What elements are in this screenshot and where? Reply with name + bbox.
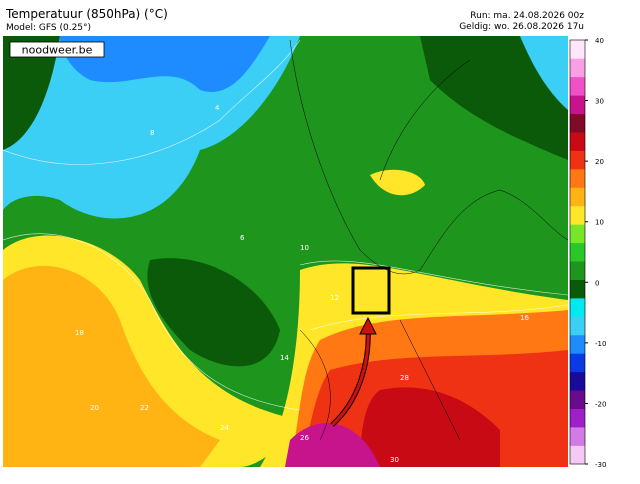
colorbar: 40 30 20 10 0 -10 -20 -30 [569, 37, 606, 469]
colorbar-tick-label: 40 [595, 37, 604, 45]
colorbar-segment [570, 169, 585, 188]
contour-label: 16 [520, 314, 529, 322]
colorbar-segment [570, 132, 585, 151]
contour-label: 12 [330, 294, 339, 302]
colorbar-tick-label: -30 [595, 461, 606, 469]
contour-label: 4 [215, 104, 220, 112]
contour-label: 8 [150, 129, 154, 137]
colorbar-tick-label: 10 [595, 219, 604, 227]
valid-time: Geldig: wo. 26.08.2026 17u [459, 22, 584, 32]
colorbar-segment [570, 408, 585, 428]
colorbar-segment [570, 316, 585, 336]
cold-area [520, 36, 568, 110]
colorbar-segment [570, 205, 585, 225]
watermark: noodweer.be [22, 44, 93, 57]
colorbar-segment [570, 95, 585, 115]
colorbar-segment [570, 76, 585, 96]
warm-area [370, 169, 425, 196]
colorbar-segment [570, 334, 585, 354]
contour-label: 14 [280, 354, 289, 362]
colorbar-segment [570, 150, 585, 170]
colorbar-segment [570, 353, 585, 373]
title: Temperatuur (850hPa) (°C) [5, 7, 168, 21]
contour-labels: 4 8 6 10 12 14 18 20 22 24 26 28 16 30 [75, 104, 529, 464]
colorbar-segment [570, 445, 585, 465]
run-time: Run: ma. 24.08.2026 00z [470, 11, 584, 21]
coastlines [289, 39, 568, 441]
colorbar-segment [570, 58, 585, 78]
contour-label: 30 [390, 456, 399, 464]
contour-label: 28 [400, 374, 409, 382]
colorbar-tick-label: -10 [595, 340, 606, 348]
colorbar-tick-label: 0 [595, 279, 599, 287]
colorbar-frame [569, 39, 586, 465]
warmer-area [3, 265, 220, 467]
colorbar-segment [570, 427, 585, 446]
dark-green-area [147, 258, 280, 367]
colorbar-segment [570, 242, 585, 262]
colorbar-segment [570, 298, 585, 317]
colorbar-segment [570, 371, 585, 391]
watermark-box [9, 41, 105, 58]
dark-green-area [3, 36, 60, 150]
colorbar-segment [570, 279, 585, 299]
map-area: noodweer.be [3, 36, 568, 467]
contour-label: 6 [240, 234, 245, 242]
highlight-box [351, 266, 391, 315]
contour-label: 24 [220, 424, 229, 432]
colorbar-segment [570, 40, 585, 59]
arrow-head [359, 316, 377, 335]
extreme-area [285, 422, 380, 467]
dark-green-area [420, 36, 568, 160]
colorbar-segment [570, 390, 585, 409]
colorbar-tick-label: 20 [595, 158, 604, 166]
model: Model: GFS (0.25°) [6, 23, 91, 33]
colorbar-segment [570, 261, 585, 280]
colder-area [60, 36, 270, 92]
colorbar-segment [570, 113, 585, 133]
colorbar-segment [570, 224, 585, 244]
colorbar-segment [570, 187, 585, 207]
contour-label: 18 [75, 329, 84, 337]
hottest-area [360, 387, 500, 467]
arrow [331, 325, 370, 427]
contour-label: 10 [300, 244, 309, 252]
colorbar-tick-label: -20 [595, 400, 606, 408]
contour-label: 26 [300, 434, 309, 442]
contour-label: 22 [140, 404, 149, 412]
colorbar-tick-label: 30 [595, 98, 604, 106]
contour-label: 20 [90, 404, 99, 412]
